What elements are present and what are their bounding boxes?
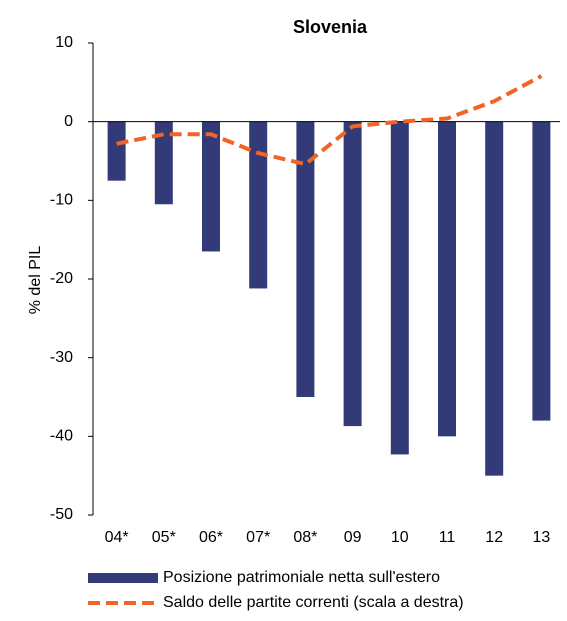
y-tick-label: 10 — [55, 34, 73, 51]
bar — [390, 121, 409, 455]
x-tick-label: 08* — [293, 529, 317, 546]
x-tick-label: 12 — [485, 529, 503, 546]
y-tick-label: -10 — [50, 192, 73, 209]
bar — [296, 121, 315, 398]
bar — [532, 121, 551, 421]
x-tick-label: 11 — [439, 529, 456, 546]
x-tick-label: 05* — [152, 529, 176, 546]
bar — [485, 121, 504, 476]
y-axis-label: % del PIL — [27, 246, 44, 315]
x-tick-label: 06* — [199, 529, 223, 546]
y-tick-label: -50 — [50, 506, 73, 523]
legend-label: Saldo delle partite correnti (scala a de… — [163, 594, 464, 611]
y-tick-label: -40 — [50, 428, 73, 445]
bar — [154, 121, 173, 205]
x-tick-label: 13 — [533, 529, 551, 546]
chart-title: Slovenia — [293, 17, 368, 37]
legend-swatch — [88, 573, 158, 583]
bar — [107, 121, 126, 181]
legend-label: Posizione patrimoniale netta sull'estero — [163, 569, 440, 586]
y-tick-label: 0 — [64, 113, 73, 130]
y-tick-label: -30 — [50, 349, 73, 366]
bar — [438, 121, 456, 437]
x-tick-label: 04* — [105, 529, 129, 546]
line — [116, 74, 543, 167]
y-tick-label: -20 — [50, 270, 73, 287]
x-tick-label: 10 — [391, 529, 409, 546]
bar — [343, 121, 362, 427]
bar — [249, 121, 268, 289]
x-tick-label: 09 — [344, 529, 362, 546]
x-tick-label: 07* — [246, 529, 270, 546]
bar — [202, 121, 220, 252]
